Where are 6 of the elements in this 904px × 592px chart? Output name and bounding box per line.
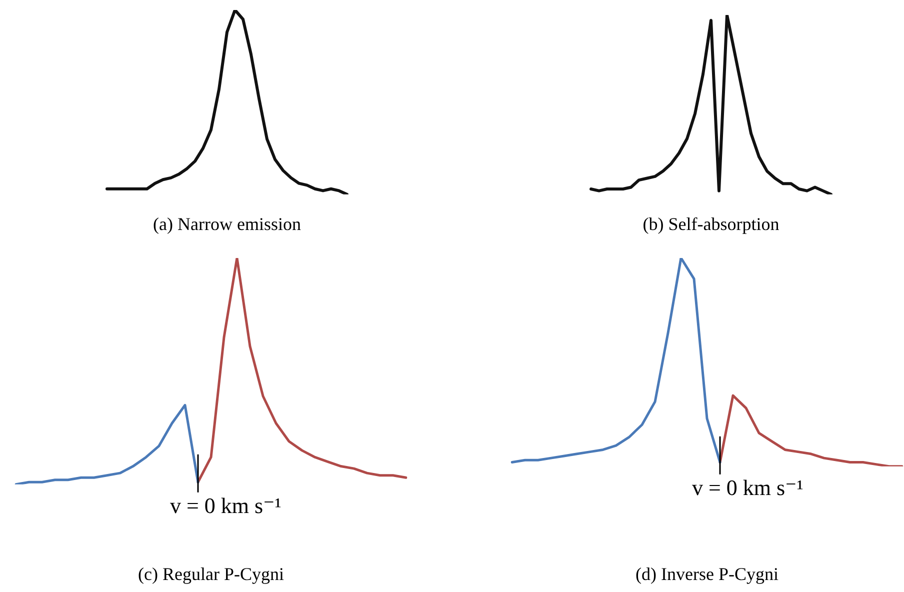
text: v = 0 km s⁻¹ — [170, 493, 282, 518]
text: (b) Self-absorption — [642, 214, 780, 234]
text: (a) Narrow emission — [153, 214, 301, 234]
text: (d) Inverse P-Cygni — [636, 564, 778, 584]
text: v = 0 km s⁻¹ — [692, 475, 804, 500]
text: (c) Regular P-Cygni — [138, 564, 284, 584]
